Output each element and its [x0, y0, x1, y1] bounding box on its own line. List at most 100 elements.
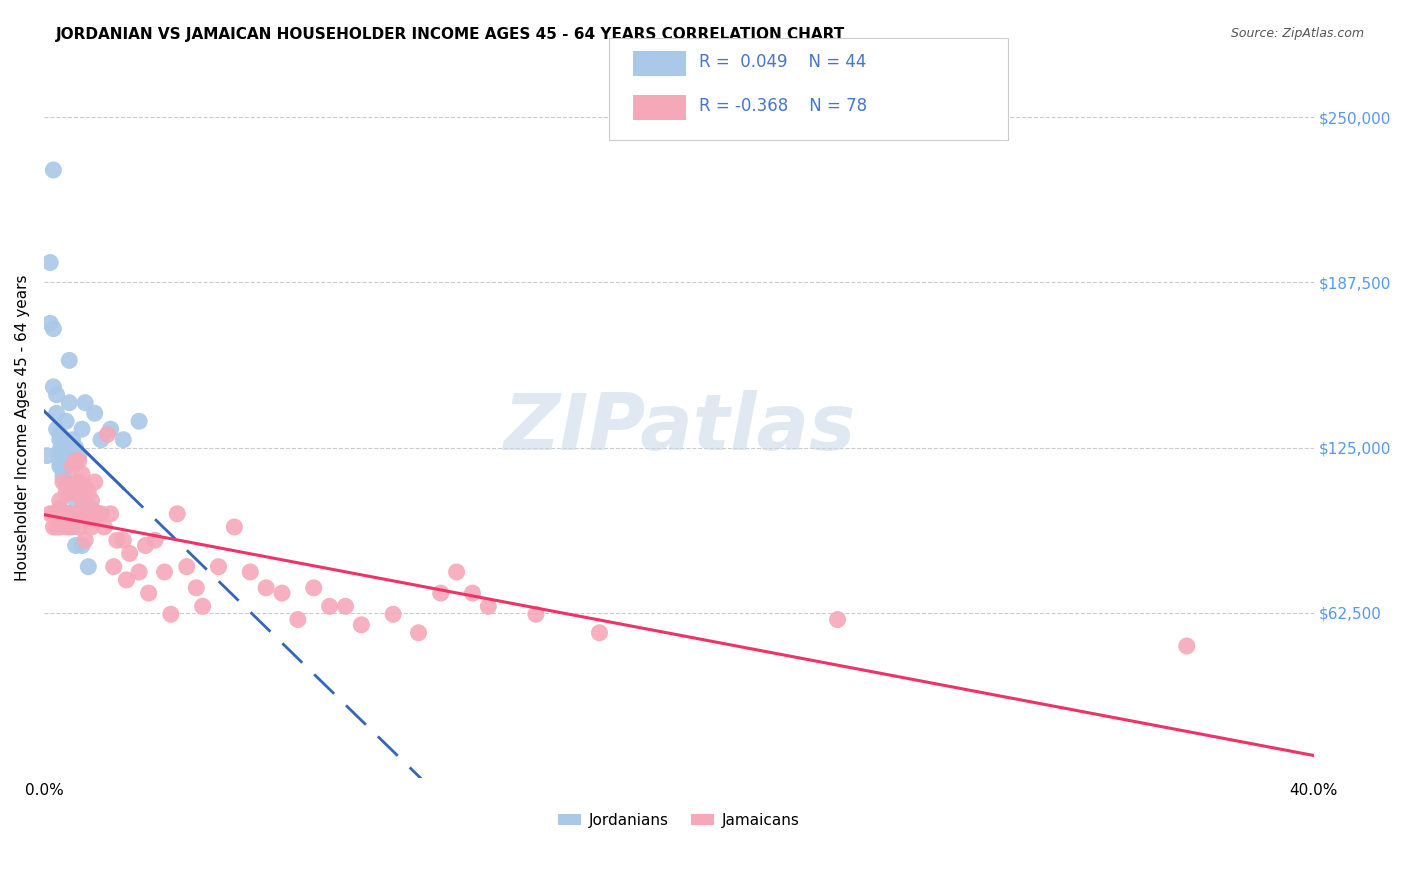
Point [429, 586, 451, 600]
Point [70, 539, 93, 553]
Point [83, 406, 105, 420]
Point [67, 475, 90, 489]
Point [160, 607, 183, 622]
Point [62, 433, 84, 447]
Point [271, 586, 294, 600]
Point [42, 520, 65, 534]
Point [35, 449, 58, 463]
Point [42, 507, 65, 521]
Point [45, 406, 67, 420]
Point [70, 493, 93, 508]
Point [70, 422, 93, 436]
Point [254, 581, 277, 595]
Point [67, 449, 90, 463]
Point [55, 459, 77, 474]
Point [62, 512, 84, 526]
Point [588, 625, 610, 640]
Point [128, 414, 150, 428]
Point [55, 414, 77, 428]
Point [67, 520, 90, 534]
Point [62, 520, 84, 534]
Point [58, 507, 80, 521]
Point [318, 599, 340, 614]
Point [39, 317, 62, 331]
Point [49, 449, 72, 463]
Point [55, 485, 77, 500]
Point [52, 465, 75, 479]
Point [45, 507, 67, 521]
Point [45, 388, 67, 402]
Point [83, 512, 105, 526]
Point [52, 469, 75, 483]
Point [58, 454, 80, 468]
Point [302, 581, 325, 595]
Point [96, 427, 118, 442]
Point [350, 617, 373, 632]
Point [1175, 639, 1198, 653]
Point [191, 599, 214, 614]
Point [80, 493, 103, 508]
Point [49, 520, 72, 534]
Point [153, 565, 176, 579]
Point [49, 443, 72, 458]
Point [143, 533, 166, 548]
Point [100, 422, 122, 436]
Point [58, 395, 80, 409]
Point [524, 607, 547, 622]
Point [77, 559, 100, 574]
Point [105, 533, 128, 548]
Point [112, 433, 135, 447]
Point [49, 493, 72, 508]
Point [65, 454, 87, 468]
Point [103, 559, 125, 574]
Point [49, 454, 72, 468]
Point [83, 475, 105, 489]
Point [207, 559, 229, 574]
Text: Source: ZipAtlas.com: Source: ZipAtlas.com [1230, 27, 1364, 40]
Point [446, 565, 468, 579]
Point [49, 433, 72, 447]
Point [75, 507, 97, 521]
Point [176, 559, 198, 574]
Point [287, 613, 309, 627]
Point [100, 507, 122, 521]
Point [77, 485, 100, 500]
Point [77, 512, 100, 526]
Point [55, 507, 77, 521]
Point [87, 507, 110, 521]
Point [90, 507, 112, 521]
Point [58, 520, 80, 534]
Point [65, 539, 87, 553]
Point [49, 459, 72, 474]
Point [62, 459, 84, 474]
Point [55, 475, 77, 489]
Point [39, 255, 62, 269]
Point [75, 395, 97, 409]
Point [49, 501, 72, 516]
Legend: Jordanians, Jamaicans: Jordanians, Jamaicans [551, 806, 806, 834]
Point [70, 467, 93, 482]
Point [52, 441, 75, 455]
Point [115, 573, 138, 587]
Point [65, 441, 87, 455]
Point [67, 454, 90, 468]
Point [239, 565, 262, 579]
Point [62, 485, 84, 500]
Point [80, 520, 103, 534]
Point [42, 321, 65, 335]
Point [335, 599, 357, 614]
Point [93, 520, 115, 534]
Point [49, 427, 72, 442]
Point [134, 539, 156, 553]
Point [477, 599, 499, 614]
Point [75, 533, 97, 548]
Point [827, 613, 849, 627]
Point [52, 449, 75, 463]
Point [58, 507, 80, 521]
Point [166, 507, 188, 521]
Text: ZIPatlas: ZIPatlas [503, 390, 855, 466]
Text: R = -0.368    N = 78: R = -0.368 N = 78 [699, 97, 868, 115]
Point [128, 565, 150, 579]
Point [52, 507, 75, 521]
Point [39, 507, 62, 521]
